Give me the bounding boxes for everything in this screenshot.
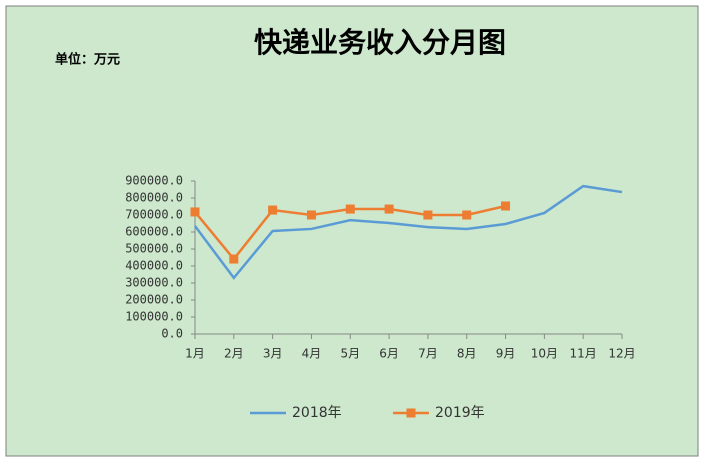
y-tick-label: 700000.0 (125, 208, 183, 222)
x-tick-label: 5月 (340, 347, 360, 361)
x-tick-label: 12月 (608, 347, 635, 361)
point-marker (501, 201, 511, 211)
y-tick-label: 400000.0 (125, 259, 183, 273)
y-tick-label: 100000.0 (125, 310, 183, 324)
legend-marker (406, 408, 416, 418)
x-tick-label: 10月 (531, 347, 558, 361)
x-tick-label: 11月 (570, 347, 597, 361)
x-tick-label: 6月 (379, 347, 399, 361)
x-tick-label: 1月 (185, 347, 205, 361)
x-tick-label: 4月 (302, 347, 322, 361)
point-marker (229, 254, 239, 264)
x-tick-label: 3月 (263, 347, 283, 361)
point-marker (306, 210, 316, 220)
y-tick-label: 800000.0 (125, 191, 183, 205)
point-marker (423, 210, 433, 220)
chart-background (5, 5, 699, 457)
unit-label: 单位：万元 (55, 52, 120, 68)
x-tick-label: 9月 (496, 347, 516, 361)
y-tick-label: 600000.0 (125, 225, 183, 239)
y-tick-label: 300000.0 (125, 276, 183, 290)
y-tick-label: 200000.0 (125, 293, 183, 307)
chart-title: 快递业务收入分月图 (254, 26, 506, 59)
x-tick-label: 8月 (457, 347, 477, 361)
point-marker (384, 204, 394, 214)
point-marker (190, 207, 200, 217)
point-marker (345, 204, 355, 214)
y-tick-label: 900000.0 (125, 174, 183, 188)
legend-label: 2018年 (292, 405, 342, 421)
y-tick-label: 0.0 (161, 327, 183, 341)
x-tick-label: 2月 (224, 347, 244, 361)
point-marker (268, 205, 278, 215)
series-line (193, 184, 623, 280)
x-tick-label: 7月 (418, 347, 438, 361)
legend-label: 2019年 (435, 405, 485, 421)
y-tick-label: 500000.0 (125, 242, 183, 256)
point-marker (462, 210, 472, 220)
